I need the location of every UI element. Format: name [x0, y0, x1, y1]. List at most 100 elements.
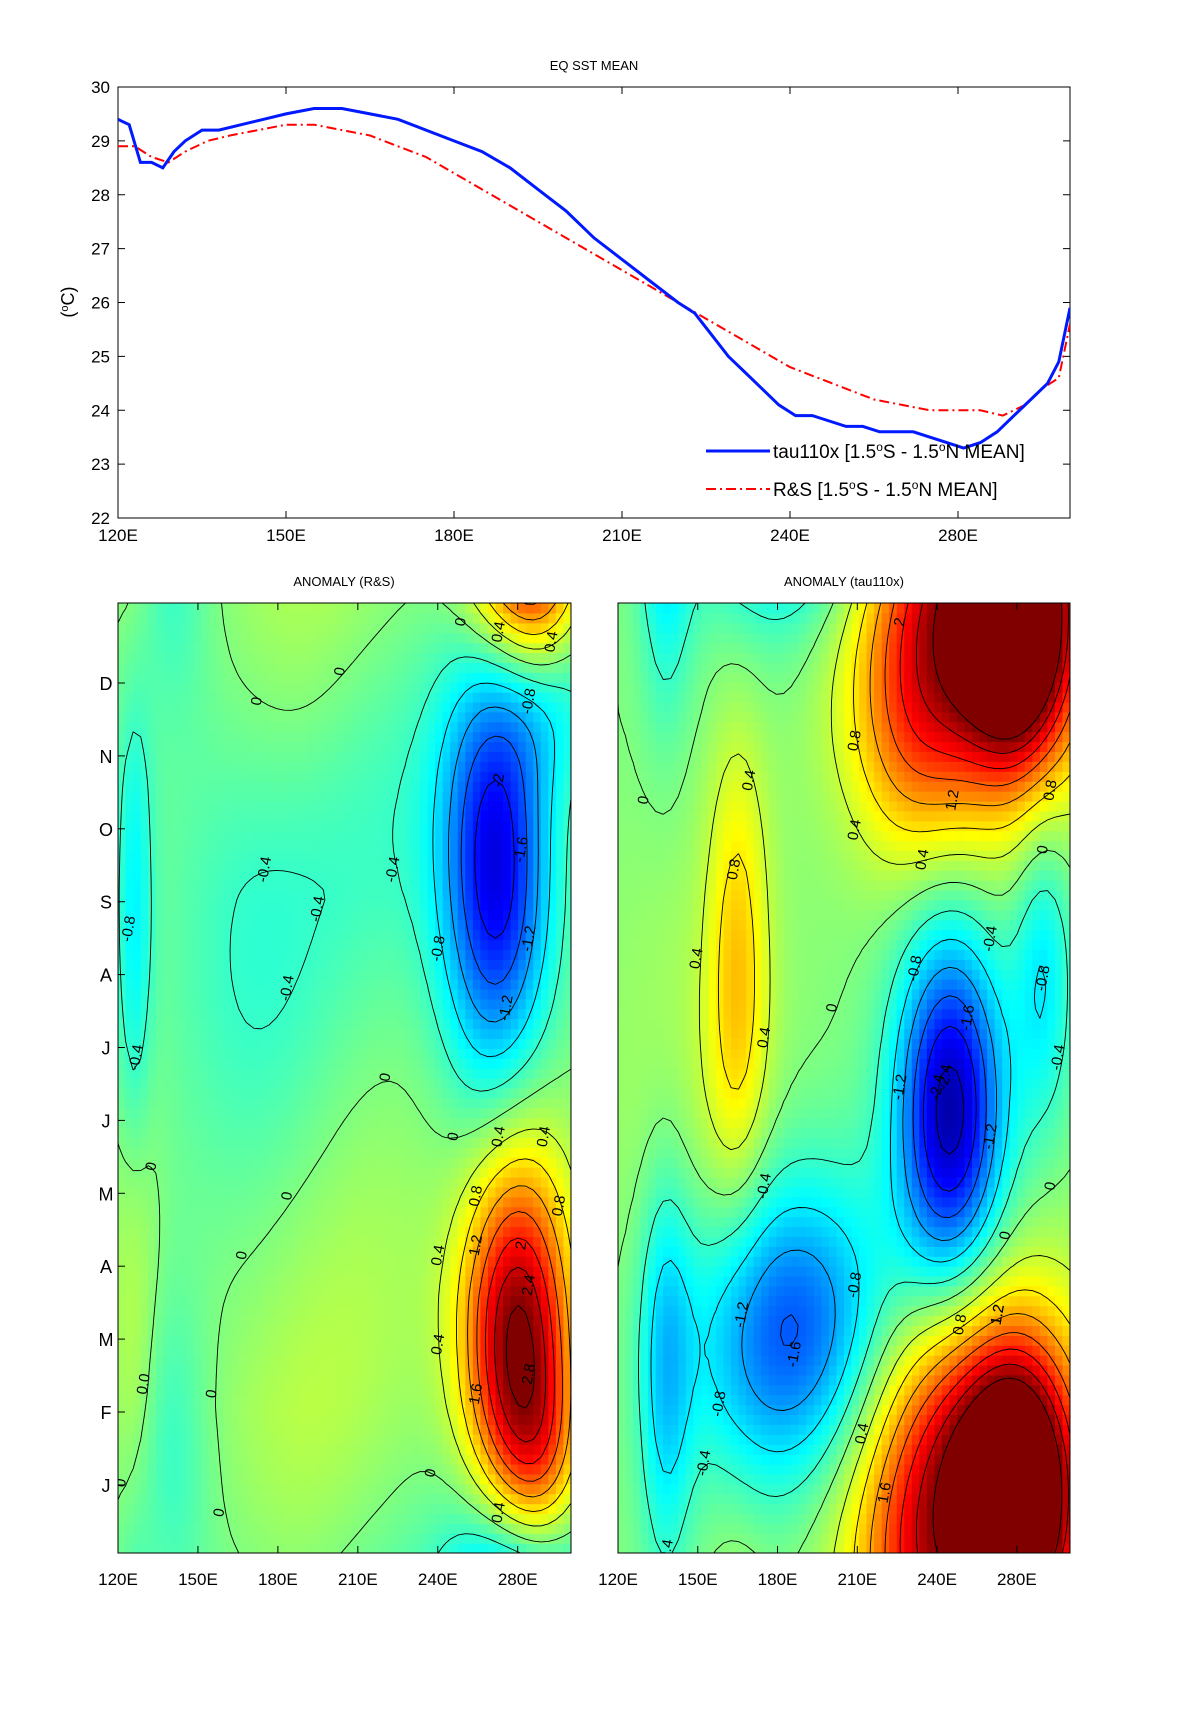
- heatmap-cell: [382, 820, 391, 832]
- heatmap-cell: [548, 1157, 557, 1168]
- heatmap-cell: [548, 1117, 557, 1129]
- heatmap-cell: [216, 1117, 225, 1129]
- heatmap-cell: [344, 1137, 353, 1148]
- heatmap-cell: [404, 1117, 414, 1129]
- heatmap-cell: [231, 1147, 240, 1158]
- heatmap-cell: [125, 1068, 134, 1079]
- heatmap-cell: [442, 741, 451, 753]
- heatmap-cell: [336, 870, 346, 881]
- heatmap-cell: [246, 1186, 255, 1198]
- heatmap-cell: [435, 1266, 444, 1277]
- heatmap-cell: [238, 751, 247, 762]
- heatmap-cell: [238, 1048, 247, 1059]
- heatmap-cell: [525, 1463, 534, 1475]
- heatmap-cell: [382, 1503, 391, 1515]
- heatmap-cell: [231, 1018, 240, 1030]
- heatmap-cell: [404, 840, 414, 851]
- heatmap-cell: [404, 919, 414, 931]
- heatmap-cell: [208, 1364, 217, 1376]
- heatmap-cell: [253, 751, 263, 762]
- heatmap-cell: [216, 1018, 225, 1030]
- heatmap-cell: [284, 761, 293, 772]
- heatmap-cell: [299, 919, 308, 931]
- heatmap-cell: [427, 820, 436, 832]
- heatmap-cell: [382, 771, 391, 782]
- heatmap-cell: [253, 781, 263, 792]
- heatmap-cell: [253, 810, 263, 822]
- heatmap-cell: [427, 939, 436, 950]
- heatmap-cell: [465, 1087, 474, 1099]
- heatmap-cell: [269, 1028, 278, 1040]
- heatmap-cell: [201, 1137, 210, 1148]
- heatmap-cell: [352, 1176, 361, 1188]
- heatmap-cell: [223, 1414, 232, 1425]
- heatmap-cell: [238, 959, 247, 970]
- heatmap-cell: [155, 781, 164, 792]
- heatmap-cell: [208, 1503, 217, 1515]
- heatmap-cell: [163, 1226, 172, 1237]
- heatmap-cell: [548, 800, 557, 812]
- heatmap-cell: [261, 1196, 270, 1208]
- heatmap-cell: [269, 1068, 278, 1079]
- heatmap-cell: [133, 1167, 142, 1178]
- heatmap-cell: [170, 1315, 179, 1326]
- heatmap-cell: [480, 1038, 489, 1049]
- heatmap-cell: [412, 1256, 421, 1267]
- heatmap-cell: [412, 751, 421, 762]
- heatmap-cell: [246, 1236, 255, 1247]
- heatmap-cell: [533, 1078, 542, 1089]
- heatmap-cell: [133, 1295, 142, 1307]
- heatmap-cell: [118, 1097, 127, 1109]
- heatmap-cell: [306, 1068, 315, 1079]
- heatmap-cell: [404, 1325, 414, 1336]
- heatmap-cell: [201, 860, 210, 871]
- heatmap-cell: [397, 880, 406, 891]
- heatmap-cell: [352, 979, 361, 990]
- heatmap-cell: [216, 870, 225, 881]
- heatmap-cell: [329, 1364, 338, 1376]
- heatmap-cell: [525, 771, 534, 782]
- heatmap-cell: [374, 1008, 383, 1020]
- heatmap-cell: [382, 1454, 391, 1465]
- heatmap-cell: [510, 870, 519, 881]
- heatmap-cell: [472, 761, 481, 772]
- heatmap-cell: [397, 1305, 406, 1317]
- heatmap-cell: [548, 1454, 557, 1465]
- heatmap-cell: [457, 1424, 466, 1435]
- heatmap-cell: [389, 820, 398, 832]
- heatmap-cell: [412, 820, 421, 832]
- heatmap-cell: [555, 1295, 565, 1307]
- heatmap-cell: [480, 1503, 489, 1515]
- heatmap-cell: [404, 1157, 414, 1168]
- heatmap-cell: [404, 880, 414, 891]
- heatmap-cell: [548, 998, 557, 1010]
- heatmap-cell: [284, 1543, 293, 1553]
- heatmap-cell: [306, 1216, 315, 1228]
- heatmap-cell: [231, 1078, 240, 1089]
- heatmap-cell: [231, 1137, 240, 1148]
- heatmap-cell: [231, 1295, 240, 1307]
- heatmap-cell: [133, 1087, 142, 1099]
- heatmap-cell: [503, 1384, 512, 1396]
- heatmap-cell: [299, 1394, 308, 1406]
- heatmap-cell: [518, 1335, 527, 1346]
- heatmap-cell: [299, 870, 308, 881]
- heatmap-cell: [382, 1246, 391, 1257]
- heatmap-cell: [118, 979, 127, 990]
- heatmap-cell: [495, 810, 504, 822]
- heatmap-cell: [253, 988, 263, 1000]
- heatmap-cell: [261, 1008, 270, 1020]
- heatmap-cell: [510, 1374, 519, 1386]
- heatmap-cell: [216, 1266, 225, 1277]
- heatmap-cell: [299, 998, 308, 1010]
- heatmap-cell: [412, 880, 421, 891]
- heatmap-cell: [276, 1404, 285, 1416]
- heatmap-cell: [457, 1176, 466, 1188]
- heatmap-cell: [231, 1226, 240, 1237]
- heatmap-cell: [231, 781, 240, 792]
- heatmap-cell: [510, 1028, 519, 1040]
- heatmap-cell: [148, 1315, 157, 1326]
- heatmap-cell: [299, 1355, 308, 1366]
- heatmap-cell: [412, 1147, 421, 1158]
- heatmap-cell: [246, 1137, 255, 1148]
